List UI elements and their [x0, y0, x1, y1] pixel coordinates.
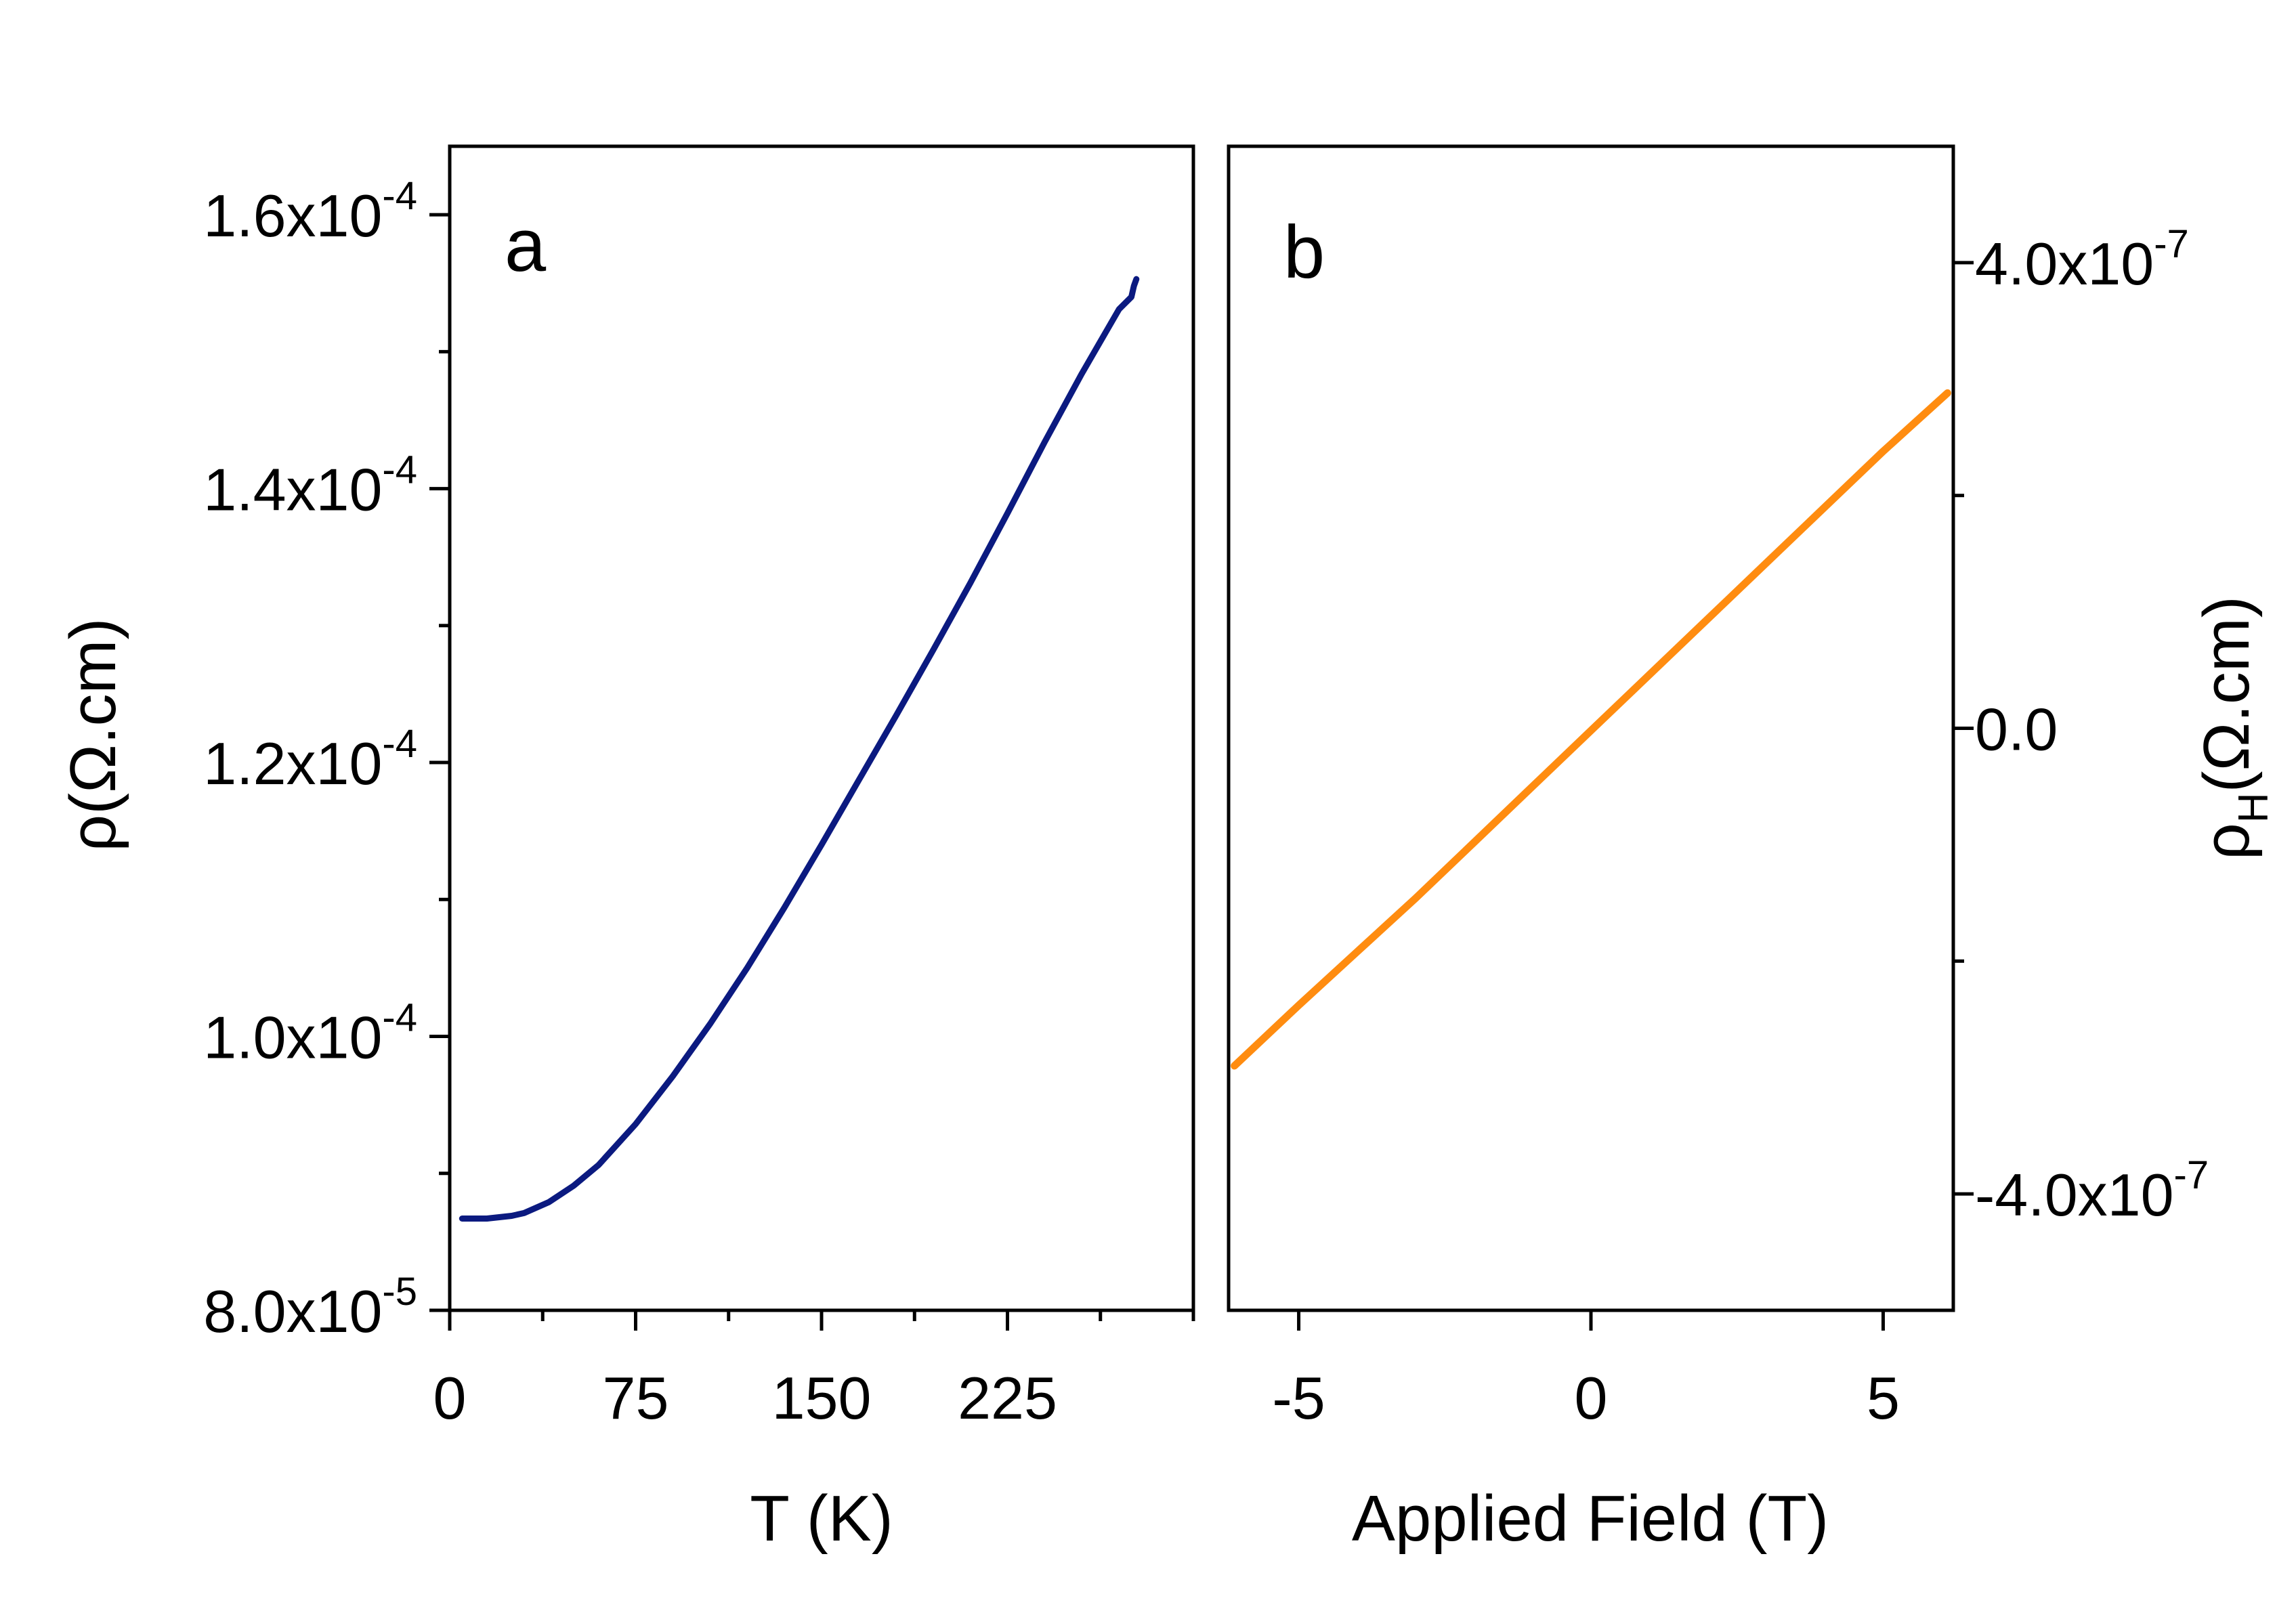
panel-a-series-line	[459, 276, 1140, 1222]
y-tick-label: 1.6x10-4	[203, 174, 417, 249]
y-tick-exponent: -4	[382, 996, 417, 1040]
y-tick-mantissa: 4.0x10	[1975, 230, 2154, 297]
y-tick-label: 1.2x10-4	[203, 722, 417, 797]
y-tick-label: 4.0x10-7	[1975, 222, 2189, 297]
x-tick-label: 0	[1575, 1364, 1608, 1432]
panel-b-y-axis-title-rest: (Ω.cm)	[2190, 596, 2263, 792]
panel-b: -5 0 5-4.0x10-70.04.0x10-7 b Applied Field…	[1227, 144, 2277, 1555]
y-tick-mantissa: 8.0x10	[203, 1278, 382, 1345]
panel-a-frame	[448, 144, 1195, 1312]
panel-a: 0 75 150 2258.0x10-51.0x10-41.2x10-41.4x10-…	[57, 144, 1195, 1555]
y-tick-label: 8.0x10-5	[203, 1270, 417, 1345]
y-tick-exponent: -4	[382, 448, 417, 492]
y-tick-label: 1.4x10-4	[203, 448, 417, 523]
panel-b-series-line	[1231, 389, 1951, 1070]
panel-b-tick-labels: -5 0 5-4.0x10-70.04.0x10-7	[1272, 222, 2209, 1432]
y-tick-mantissa: 1.6x10	[203, 182, 382, 249]
x-tick-label: 0	[433, 1364, 467, 1432]
y-tick-label: -4.0x10-7	[1975, 1153, 2209, 1228]
panel-a-ticks	[429, 213, 1195, 1331]
y-tick-exponent: -4	[382, 722, 417, 766]
x-tick-label: 5	[1867, 1364, 1900, 1432]
panel-b-x-axis-title: Applied Field (T)	[1352, 1482, 1829, 1555]
panel-a-tick-labels: 0 75 150 2258.0x10-51.0x10-41.2x10-41.4x10-…	[203, 174, 1057, 1432]
x-tick-label: 225	[958, 1364, 1057, 1432]
panel-a-label: a	[505, 204, 547, 287]
panel-a-x-axis-title: T (K)	[750, 1482, 893, 1555]
y-tick-exponent: -5	[382, 1270, 417, 1314]
y-tick-label: 0.0	[1975, 696, 2058, 763]
y-tick-mantissa: -4.0x10	[1975, 1161, 2174, 1228]
y-tick-label: 1.0x10-4	[203, 996, 417, 1071]
y-tick-mantissa: 1.0x10	[203, 1004, 382, 1071]
panel-b-ticks	[1297, 261, 1974, 1331]
y-tick-exponent: -7	[2154, 222, 2189, 266]
y-tick-exponent: -7	[2174, 1153, 2209, 1197]
panel-b-y-axis-title-base: ρ	[2190, 823, 2263, 860]
x-tick-label: 150	[772, 1364, 872, 1432]
y-tick-mantissa: 1.4x10	[203, 456, 382, 523]
y-tick-mantissa: 1.2x10	[203, 730, 382, 797]
x-tick-label: 75	[603, 1364, 669, 1432]
y-tick-exponent: -4	[382, 174, 417, 218]
panel-a-y-axis-title: ρ(Ω.cm)	[57, 618, 129, 852]
panel-b-label: b	[1283, 211, 1325, 294]
y-tick-mantissa: 0.0	[1975, 696, 2058, 763]
x-tick-label: -5	[1272, 1364, 1325, 1432]
panel-b-y-axis-title: ρH(Ω.cm)	[2190, 596, 2277, 860]
panel-b-y-axis-title-subscript: H	[2230, 792, 2277, 823]
